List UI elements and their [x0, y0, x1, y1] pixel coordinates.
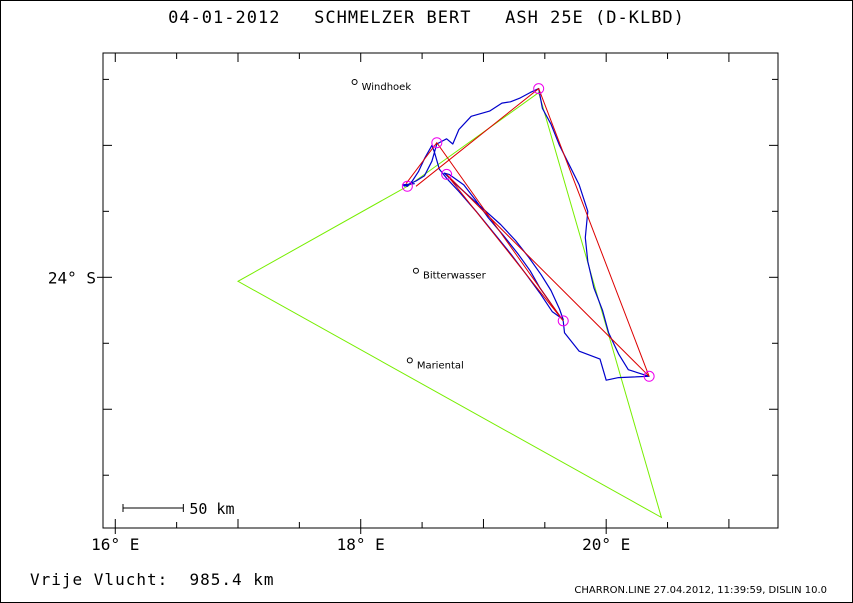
place-label: Windhoek — [362, 82, 412, 93]
flight-track-line — [401, 87, 650, 381]
credit-line: CHARRON.LINE 27.04.2012, 11:39:59, DISLI… — [574, 585, 827, 596]
turnpoint-marker — [401, 180, 413, 192]
turnpoint-marker — [643, 370, 655, 382]
place-label: Mariental — [417, 360, 464, 371]
turnpoint-marker — [441, 168, 453, 180]
flown-legs-line — [405, 87, 650, 377]
turnpoint-marker — [557, 315, 569, 327]
x-tick-label: 18° E — [337, 535, 385, 554]
flight-distance-label: Vrije Vlucht: 985.4 km — [30, 570, 275, 589]
place-label: Bitterwasser — [423, 271, 487, 282]
y-tick-label: 24° S — [48, 268, 96, 287]
place-marker — [412, 267, 419, 274]
scale-bar-label: 50 km — [189, 500, 234, 518]
declared-task-line — [236, 91, 663, 519]
turnpoint-marker — [533, 83, 545, 95]
x-tick-label: 20° E — [582, 535, 630, 554]
x-tick-label: 16° E — [91, 535, 139, 554]
turnpoint-marker — [431, 137, 443, 149]
chart-title: 04-01-2012 SCHMELZER BERT ASH 25E (D-KLB… — [168, 8, 685, 28]
place-marker — [406, 357, 413, 364]
place-marker — [351, 79, 358, 86]
plot-frame — [102, 52, 779, 529]
